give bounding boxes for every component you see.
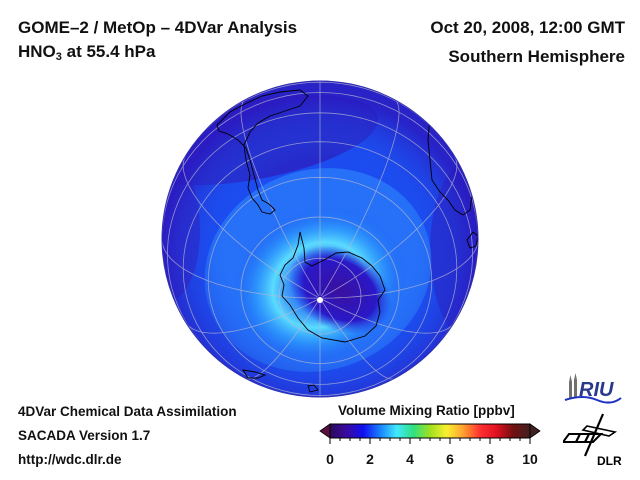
south-pole-marker <box>317 297 323 303</box>
graticule <box>162 81 478 397</box>
graticule-meridian <box>321 300 394 380</box>
colorbar-tick-label: 2 <box>366 451 374 467</box>
colorbar-tick-label: 6 <box>446 451 454 467</box>
globe-outline <box>161 80 479 398</box>
graticule-meridian <box>186 299 318 334</box>
coast-madagascar <box>466 231 478 249</box>
colorbar-title: Volume Mixing Ratio [ppbv] <box>338 403 515 418</box>
species-level: at 55.4 hPa <box>61 42 156 61</box>
coast-south-america <box>216 89 309 215</box>
species-subscript: 3 <box>55 51 62 63</box>
colorbar-tick-label: 8 <box>486 451 494 467</box>
dlr-emblem-icon <box>563 413 618 457</box>
analysis-datetime: Oct 20, 2008, 12:00 GMT <box>430 18 625 37</box>
dlr-logo-text: DLR <box>597 454 622 468</box>
region-label: Southern Hemisphere <box>448 47 625 66</box>
graticule-meridian <box>182 155 318 298</box>
species-name: HNO <box>18 42 56 61</box>
colorbar-tick-label: 0 <box>326 451 334 467</box>
coast-antarctica <box>279 231 386 343</box>
footer-line-2: SACADA Version 1.7 <box>18 428 151 443</box>
graticule-meridian <box>322 299 454 334</box>
coast-australia-edge <box>242 369 267 379</box>
footer-line-1: 4DVar Chemical Data Assimilation <box>18 404 237 419</box>
graticule-meridian <box>322 239 478 299</box>
riu-logo-text: RIU <box>579 379 614 401</box>
globe-field <box>162 81 478 397</box>
river-wave-icon <box>564 396 622 404</box>
graticule-meridian <box>321 99 400 297</box>
graticule-parallel <box>167 112 473 342</box>
graticule-meridian <box>162 239 318 299</box>
colorbar-under-arrow <box>319 423 331 439</box>
colorbar-tick-label: 4 <box>406 451 414 467</box>
graticule-meridian <box>322 155 458 298</box>
colorbar <box>319 423 541 444</box>
colorbar-tick-label: 10 <box>522 451 538 467</box>
title-line-1: GOME–2 / MetOp – 4DVar Analysis <box>18 18 298 37</box>
colorbar-ramp <box>329 423 531 439</box>
coast-small-island <box>307 384 319 393</box>
footer-url[interactable]: http://wdc.dlr.de <box>18 452 122 467</box>
riu-logo: RIU <box>564 373 622 404</box>
cathedral-icon <box>569 373 577 398</box>
colorbar-over-arrow <box>529 423 541 439</box>
colorbar-ticks <box>329 438 531 444</box>
dlr-logo: DLR <box>563 413 622 468</box>
title-line-2: HNO3 at 55.4 hPa <box>18 42 155 63</box>
